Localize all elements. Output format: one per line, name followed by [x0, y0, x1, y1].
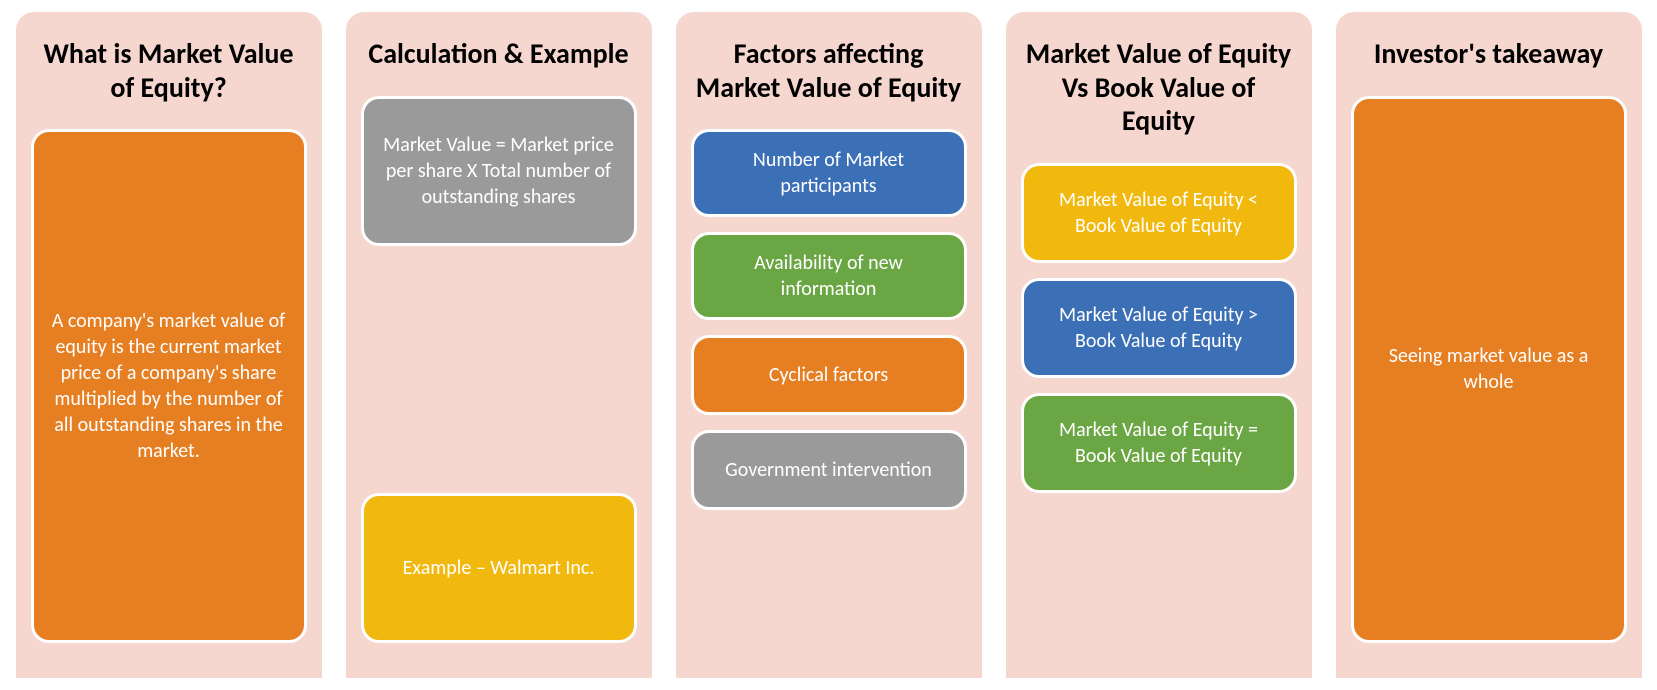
card-text: Market Value of Equity > Book Value of E…: [1039, 302, 1279, 354]
column-title: Investor's takeaway: [1351, 32, 1627, 76]
info-card: A company's market value of equity is th…: [31, 129, 307, 643]
info-card: Cyclical factors: [691, 335, 967, 415]
info-card: Market Value = Market price per share X …: [361, 96, 637, 246]
card-text: Market Value of Equity < Book Value of E…: [1039, 187, 1279, 239]
info-card: Availability of new information: [691, 232, 967, 320]
infographic-column: Investor's takeaway Seeing market value …: [1334, 10, 1644, 680]
card-text: Market Value = Market price per share X …: [379, 132, 619, 210]
spacer: [361, 261, 637, 493]
infographic-column: Market Value of Equity Vs Book Value of …: [1004, 10, 1314, 680]
info-card: Seeing market value as a whole: [1351, 96, 1627, 643]
card-text: Example – Walmart Inc.: [403, 555, 595, 581]
card-text: Cyclical factors: [769, 362, 888, 388]
infographic-column: What is Market Value of Equity? A compan…: [14, 10, 324, 680]
card-text: Availability of new information: [709, 250, 949, 302]
infographic-column: Factors affecting Market Value of Equity…: [674, 10, 984, 680]
info-card: Market Value of Equity = Book Value of E…: [1021, 393, 1297, 493]
column-title: Calculation & Example: [361, 32, 637, 76]
info-card: Market Value of Equity < Book Value of E…: [1021, 163, 1297, 263]
info-card: Number of Market participants: [691, 129, 967, 217]
column-title: Factors affecting Market Value of Equity: [691, 32, 967, 109]
infographic-column: Calculation & Example Market Value = Mar…: [344, 10, 654, 680]
card-text: Seeing market value as a whole: [1369, 343, 1609, 395]
card-text: Government intervention: [725, 457, 932, 483]
info-card: Example – Walmart Inc.: [361, 493, 637, 643]
column-title: What is Market Value of Equity?: [31, 32, 307, 109]
card-text: Number of Market participants: [709, 147, 949, 199]
info-card: Government intervention: [691, 430, 967, 510]
info-card: Market Value of Equity > Book Value of E…: [1021, 278, 1297, 378]
column-title: Market Value of Equity Vs Book Value of …: [1021, 32, 1297, 143]
card-text: A company's market value of equity is th…: [49, 308, 289, 464]
card-text: Market Value of Equity = Book Value of E…: [1039, 417, 1279, 469]
